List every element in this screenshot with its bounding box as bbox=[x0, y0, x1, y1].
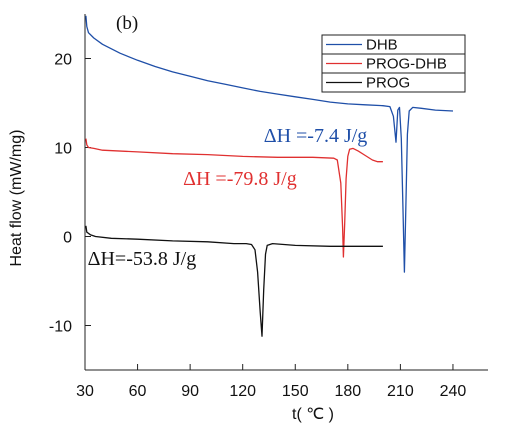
x-tick-label: 90 bbox=[181, 383, 199, 400]
legend: DHB PROG-DHB PROG bbox=[321, 34, 466, 93]
y-axis-title: Heat flow (mW/mg) bbox=[8, 130, 25, 267]
x-axis-title: t( ℃ ) bbox=[292, 406, 334, 423]
legend-entry: DHB bbox=[366, 37, 398, 54]
series-line-prog bbox=[85, 225, 383, 337]
legend-entry: PROG-DHB bbox=[366, 56, 447, 73]
x-tick-label: 240 bbox=[440, 383, 467, 400]
series-line-prog-dhb bbox=[85, 138, 383, 258]
x-tick-label: 150 bbox=[282, 383, 309, 400]
y-tick-label: -10 bbox=[49, 319, 72, 336]
x-tick-label: 180 bbox=[334, 383, 361, 400]
series-layer bbox=[85, 15, 454, 337]
x-tick-label: 120 bbox=[229, 383, 256, 400]
y-tick-label: 10 bbox=[54, 141, 72, 158]
x-tick-label: 210 bbox=[387, 383, 414, 400]
enthalpy-annotation: ΔH =-79.8 J/g bbox=[183, 168, 297, 190]
plot-frame bbox=[84, 14, 488, 371]
x-tick-label: 60 bbox=[129, 383, 147, 400]
x-axis-ticks: 30 60 90 120 150 180 210 240 bbox=[76, 364, 466, 400]
enthalpy-annotation: ΔH =-7.4 J/g bbox=[264, 125, 368, 147]
y-tick-label: 20 bbox=[54, 52, 72, 69]
y-tick-label: 0 bbox=[63, 230, 72, 247]
enthalpy-annotation: ΔH=-53.8 J/g bbox=[88, 248, 197, 270]
annotations: ΔH =-7.4 J/g ΔH =-79.8 J/g ΔH=-53.8 J/g bbox=[88, 125, 368, 270]
panel-label: (b) bbox=[116, 13, 138, 34]
series-line-dhb bbox=[85, 15, 454, 273]
x-tick-label: 30 bbox=[76, 383, 94, 400]
legend-entry: PROG bbox=[366, 75, 410, 92]
y-axis-ticks: 20 10 0 -10 bbox=[49, 52, 91, 336]
